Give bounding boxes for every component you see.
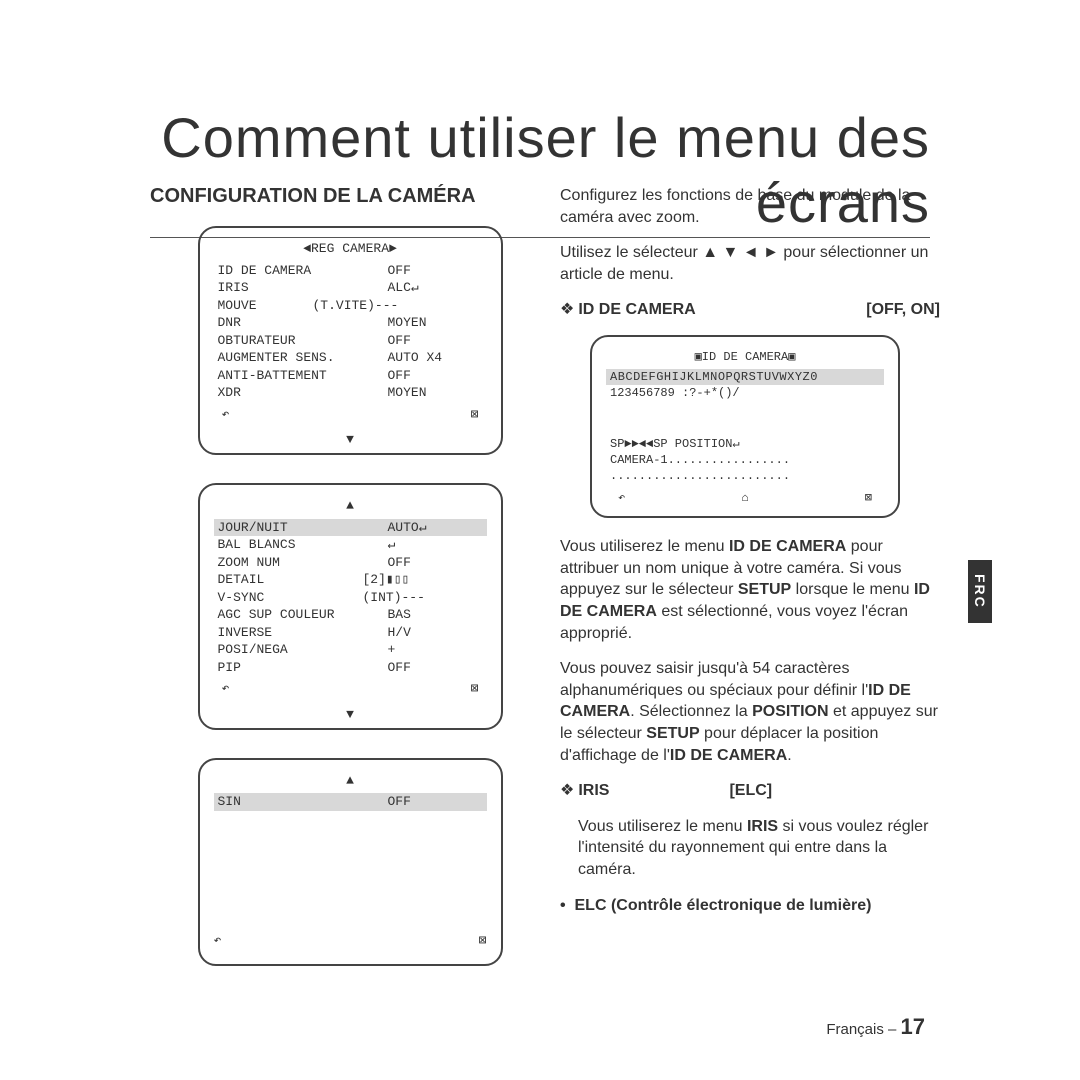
home-icon: ⌂ [741, 490, 748, 506]
back-icon: ↶ [214, 932, 222, 950]
osd-panel-3: ▲ SINOFF ↶⊠ [198, 758, 503, 966]
language-tab: FRC [968, 560, 992, 623]
chevron-up-icon: ▲ [208, 772, 493, 790]
right-column: Configurez les fonctions de base du modu… [560, 185, 940, 930]
paragraph: Vous pouvez saisir jusqu'à 54 caractères… [560, 658, 940, 766]
chevron-up-icon: ▲ [208, 497, 493, 515]
back-icon: ↶ [222, 406, 230, 424]
close-icon: ⊠ [471, 680, 479, 698]
bullet-elc: • ELC (Contrôle électronique de lumière) [560, 895, 940, 917]
close-icon: ⊠ [865, 490, 872, 506]
osd-panel-id: ▣ID DE CAMERA▣ ABCDEFGHIJKLMNOPQRSTUVWXY… [590, 335, 900, 518]
osd-panel-1: ◄REG CAMERA► ID DE CAMERAOFF IRISALC↵ MO… [198, 226, 503, 455]
chevron-down-icon: ▼ [208, 431, 493, 449]
osd-id-title: ▣ID DE CAMERA▣ [600, 349, 890, 365]
left-column: CONFIGURATION DE LA CAMÉRA ◄REG CAMERA► … [150, 185, 550, 994]
paragraph: Vous utiliserez le menu ID DE CAMERA pou… [560, 536, 940, 644]
page-footer: Français – 17 [826, 1014, 925, 1040]
paragraph: Utilisez le sélecteur ▲ ▼ ◄ ► pour sélec… [560, 242, 940, 285]
back-icon: ↶ [618, 490, 625, 506]
osd1-title: ◄REG CAMERA► [208, 240, 493, 258]
osd-row-k: ID DE CAMERA [218, 262, 388, 280]
close-icon: ⊠ [479, 932, 487, 950]
paragraph: Vous utiliserez le menu IRIS si vous vou… [578, 816, 940, 881]
chevron-down-icon: ▼ [208, 706, 493, 724]
osd-row-v: OFF [388, 262, 411, 280]
close-icon: ⊠ [471, 406, 479, 424]
back-icon: ↶ [222, 680, 230, 698]
osd-panel-2: ▲ JOUR/NUITAUTO↵ BAL BLANCS↵ ZOOM NUMOFF… [198, 483, 503, 730]
section-heading: CONFIGURATION DE LA CAMÉRA [150, 185, 550, 208]
subheading-id-camera: ❖ID DE CAMERA [OFF, ON] [560, 299, 940, 321]
subheading-iris: ❖IRIS [ELC] [560, 780, 940, 802]
paragraph: Configurez les fonctions de base du modu… [560, 185, 940, 228]
